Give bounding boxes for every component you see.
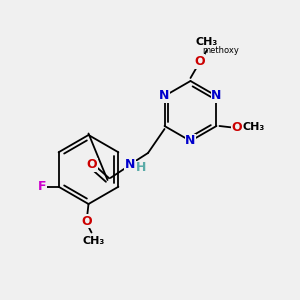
Text: N: N bbox=[125, 158, 135, 172]
Text: O: O bbox=[232, 121, 242, 134]
Text: N: N bbox=[211, 89, 222, 103]
Text: O: O bbox=[82, 214, 92, 228]
Text: H: H bbox=[136, 161, 147, 174]
Text: O: O bbox=[194, 55, 205, 68]
Text: F: F bbox=[38, 180, 46, 193]
Text: CH₃: CH₃ bbox=[83, 236, 105, 245]
Text: CH₃: CH₃ bbox=[242, 122, 265, 133]
Text: CH₃: CH₃ bbox=[196, 37, 218, 47]
Text: methoxy: methoxy bbox=[202, 46, 239, 55]
Text: N: N bbox=[185, 134, 196, 148]
Text: O: O bbox=[86, 158, 97, 172]
Text: N: N bbox=[159, 89, 170, 103]
